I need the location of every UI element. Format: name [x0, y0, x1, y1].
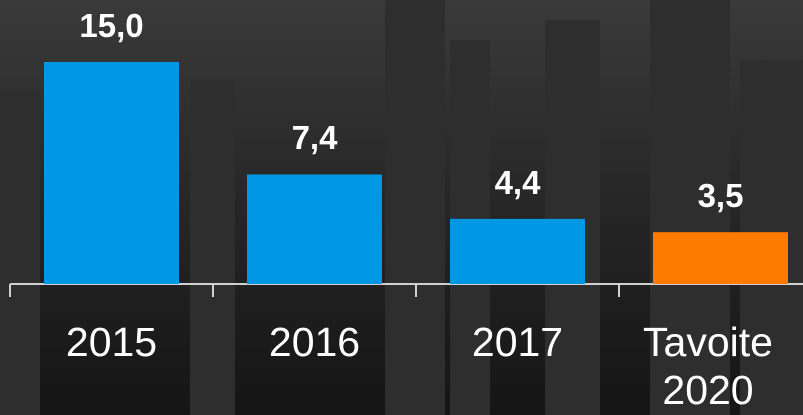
- bar: [450, 218, 585, 284]
- value-label: 15,0: [79, 7, 144, 44]
- x-tick-label: 2016: [268, 319, 361, 365]
- x-tick-label: Tavoite 2020: [643, 319, 773, 413]
- bar: [247, 174, 382, 284]
- x-tick-label: 2017: [471, 319, 564, 365]
- bar: [44, 62, 179, 284]
- value-label: 7,4: [291, 119, 338, 157]
- value-label: 3,5: [697, 177, 744, 215]
- bar: [653, 232, 788, 284]
- x-tick-label: 2015: [65, 319, 158, 365]
- value-label: 4,4: [494, 163, 541, 201]
